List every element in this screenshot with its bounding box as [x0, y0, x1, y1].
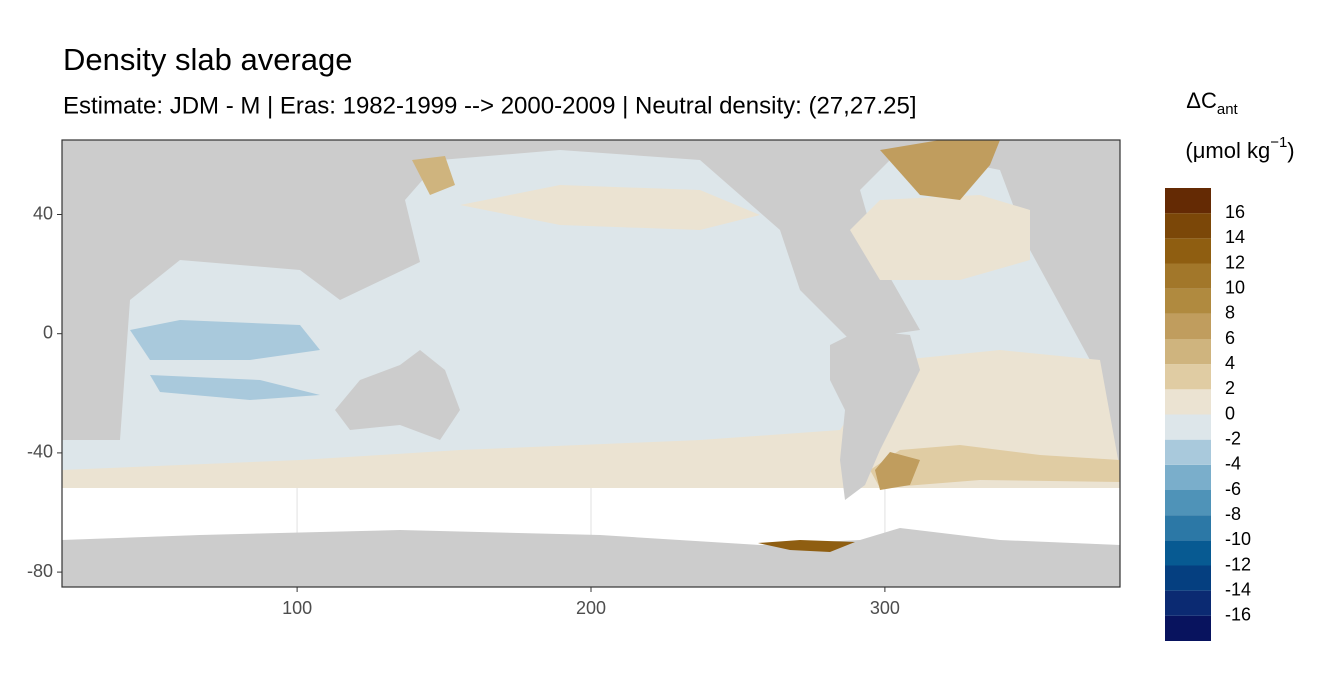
legend-tick-label: 4 [1225, 353, 1235, 373]
legend-swatch [1165, 515, 1211, 541]
south-america [830, 330, 920, 500]
legend-tick-label: 6 [1225, 328, 1235, 348]
y-tick-label: 40 [33, 203, 53, 223]
legend-swatch [1165, 238, 1211, 264]
legend-title-main: ΔC [1186, 88, 1217, 113]
ocean-patch [758, 540, 855, 552]
legend-units-end: ) [1287, 138, 1294, 163]
legend-units: (μmol kg−1) [1185, 134, 1294, 163]
legend-swatch [1165, 490, 1211, 516]
x-tick-label: 200 [576, 598, 606, 618]
legend-tick-label: 14 [1225, 227, 1245, 247]
legend-tick-label: -2 [1225, 428, 1241, 448]
y-tick-label: -40 [27, 442, 53, 462]
legend-title: ΔCant [1186, 88, 1238, 118]
ocean-patch [150, 375, 320, 400]
legend-swatch [1165, 590, 1211, 616]
legend-tick-label: -14 [1225, 579, 1251, 599]
ocean-patch [880, 140, 1000, 200]
legend-swatch [1165, 540, 1211, 566]
ocean-patch [870, 445, 1120, 488]
legend-swatch [1165, 364, 1211, 390]
chart-subtitle: Estimate: JDM - M | Eras: 1982-1999 --> … [63, 92, 917, 119]
y-tick-label: -80 [27, 561, 53, 581]
ocean-patch [875, 452, 920, 490]
legend-swatch [1165, 565, 1211, 591]
legend-swatch [1165, 263, 1211, 289]
legend-tick-label: 2 [1225, 378, 1235, 398]
legend-units-sup: −1 [1270, 134, 1287, 151]
ocean-patch [850, 195, 1030, 280]
ocean-patch [460, 185, 760, 230]
legend-swatch [1165, 188, 1211, 214]
legend-swatch [1165, 339, 1211, 365]
legend-tick-label: -6 [1225, 479, 1241, 499]
legend-tick-label: 10 [1225, 277, 1245, 297]
map [62, 140, 1120, 587]
legend-swatch [1165, 288, 1211, 314]
legend-tick-label: -12 [1225, 554, 1251, 574]
x-tick-label: 300 [870, 598, 900, 618]
y-tick-label: 0 [43, 322, 53, 342]
legend-swatch [1165, 464, 1211, 490]
legend-tick-label: -4 [1225, 454, 1241, 474]
legend-swatch [1165, 615, 1211, 641]
ocean-patch [412, 156, 455, 195]
legend-title-sub: ant [1217, 101, 1239, 118]
x-tick-label: 100 [282, 598, 312, 618]
legend-tick-label: 12 [1225, 252, 1245, 272]
legend-units-main: (μmol kg [1185, 138, 1270, 163]
legend-swatch [1165, 439, 1211, 465]
legend-tick-label: 16 [1225, 202, 1245, 222]
legend-swatch [1165, 213, 1211, 239]
ocean-patch [130, 320, 320, 360]
legend-tick-label: 8 [1225, 303, 1235, 323]
legend-tick-label: -10 [1225, 529, 1251, 549]
legend-swatch [1165, 313, 1211, 339]
legend-tick-label: 0 [1225, 403, 1235, 423]
australia [335, 350, 460, 440]
antarctica [62, 528, 1120, 587]
chart-title: Density slab average [63, 42, 353, 77]
legend-swatch [1165, 414, 1211, 440]
legend-tick-label: -16 [1225, 605, 1251, 625]
legend-tick-label: -8 [1225, 504, 1241, 524]
legend-swatch [1165, 389, 1211, 415]
